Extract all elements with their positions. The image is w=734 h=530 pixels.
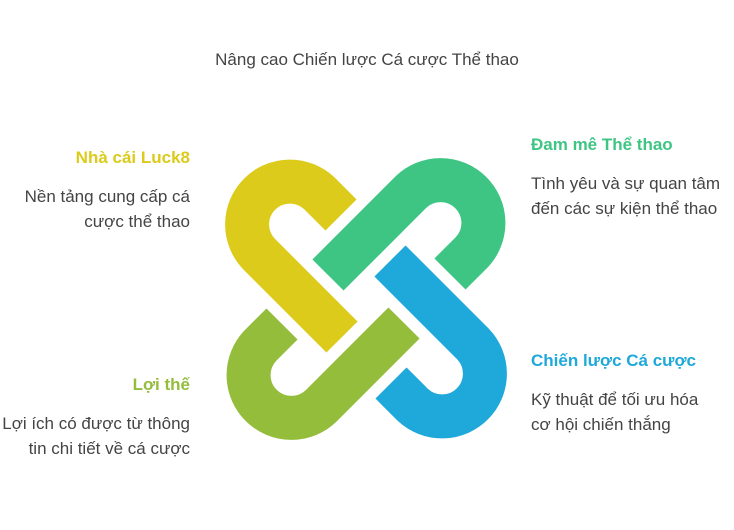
block-advantage: Lợi thế Lợi ích có được từ thông tin chi…	[0, 373, 190, 461]
heading-strategy: Chiến lược Cá cược	[531, 351, 697, 370]
block-strategy: Chiến lược Cá cược Kỹ thuật để tối ưu hó…	[531, 349, 721, 437]
text-advantage: Lợi ích có được từ thông tin chi tiết về…	[2, 414, 190, 458]
text-passion: Tình yêu và sự quan tâm đến các sự kiện …	[531, 174, 721, 218]
heading-passion: Đam mê Thể thao	[531, 135, 673, 154]
block-luck8: Nhà cái Luck8 Nền tảng cung cấp cá cược …	[0, 146, 190, 234]
block-passion: Đam mê Thể thao Tình yêu và sự quan tâm …	[531, 133, 721, 221]
heading-luck8: Nhà cái Luck8	[75, 148, 190, 167]
link-advantage	[226, 307, 420, 440]
link-passion	[312, 158, 506, 291]
link-strategy	[374, 245, 507, 439]
link-luck8	[225, 159, 358, 353]
heading-advantage: Lợi thế	[132, 375, 190, 394]
text-luck8: Nền tảng cung cấp cá cược thể thao	[24, 187, 190, 231]
diagram-title: Nâng cao Chiến lược Cá cược Thể thao	[215, 50, 519, 69]
text-strategy: Kỹ thuật để tối ưu hóa cơ hội chiến thắn…	[531, 390, 699, 434]
